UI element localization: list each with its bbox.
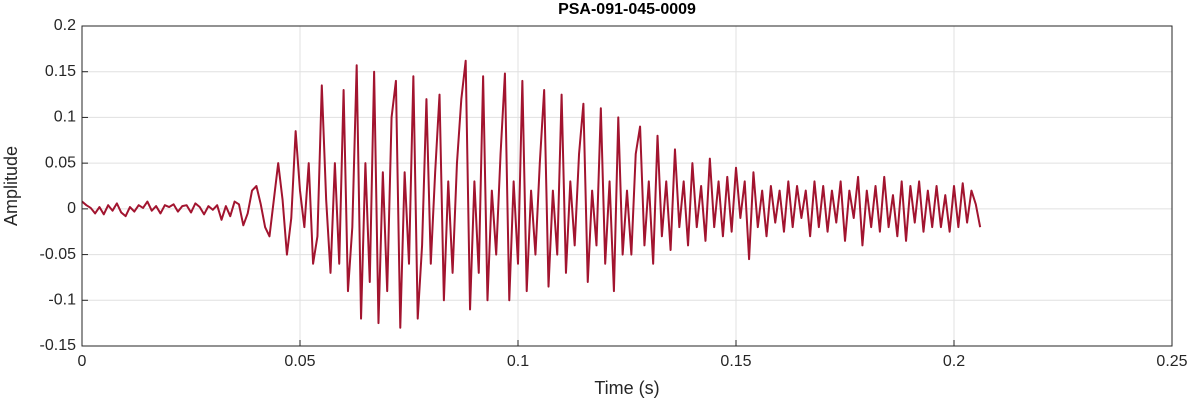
y-tick-label: 0.1	[54, 109, 76, 126]
line	[81, 59, 982, 329]
plot-area	[82, 26, 1172, 346]
x-tick-label: 0.15	[720, 353, 751, 370]
x-tick-label: 0.25	[1156, 353, 1187, 370]
y-tick-label: 0.2	[54, 17, 76, 34]
y-tick-label: -0.05	[40, 246, 77, 263]
x-tick-label: 0.2	[943, 353, 965, 370]
y-tick-label: 0	[67, 200, 76, 217]
x-axis-label: Time (s)	[594, 378, 659, 398]
x-tick-label: 0.1	[507, 353, 529, 370]
y-tick-label: -0.1	[48, 292, 76, 309]
y-tick-label: 0.15	[45, 63, 76, 80]
y-tick-label: -0.15	[40, 337, 77, 354]
y-tick-label: 0.05	[45, 154, 76, 171]
x-tick-label: 0	[78, 353, 87, 370]
x-tick-label: 0.05	[284, 353, 315, 370]
plot-frame	[81, 25, 1173, 347]
chart-title: PSA-091-045-0009	[558, 1, 696, 18]
y-axis-label: Amplitude	[1, 146, 21, 226]
